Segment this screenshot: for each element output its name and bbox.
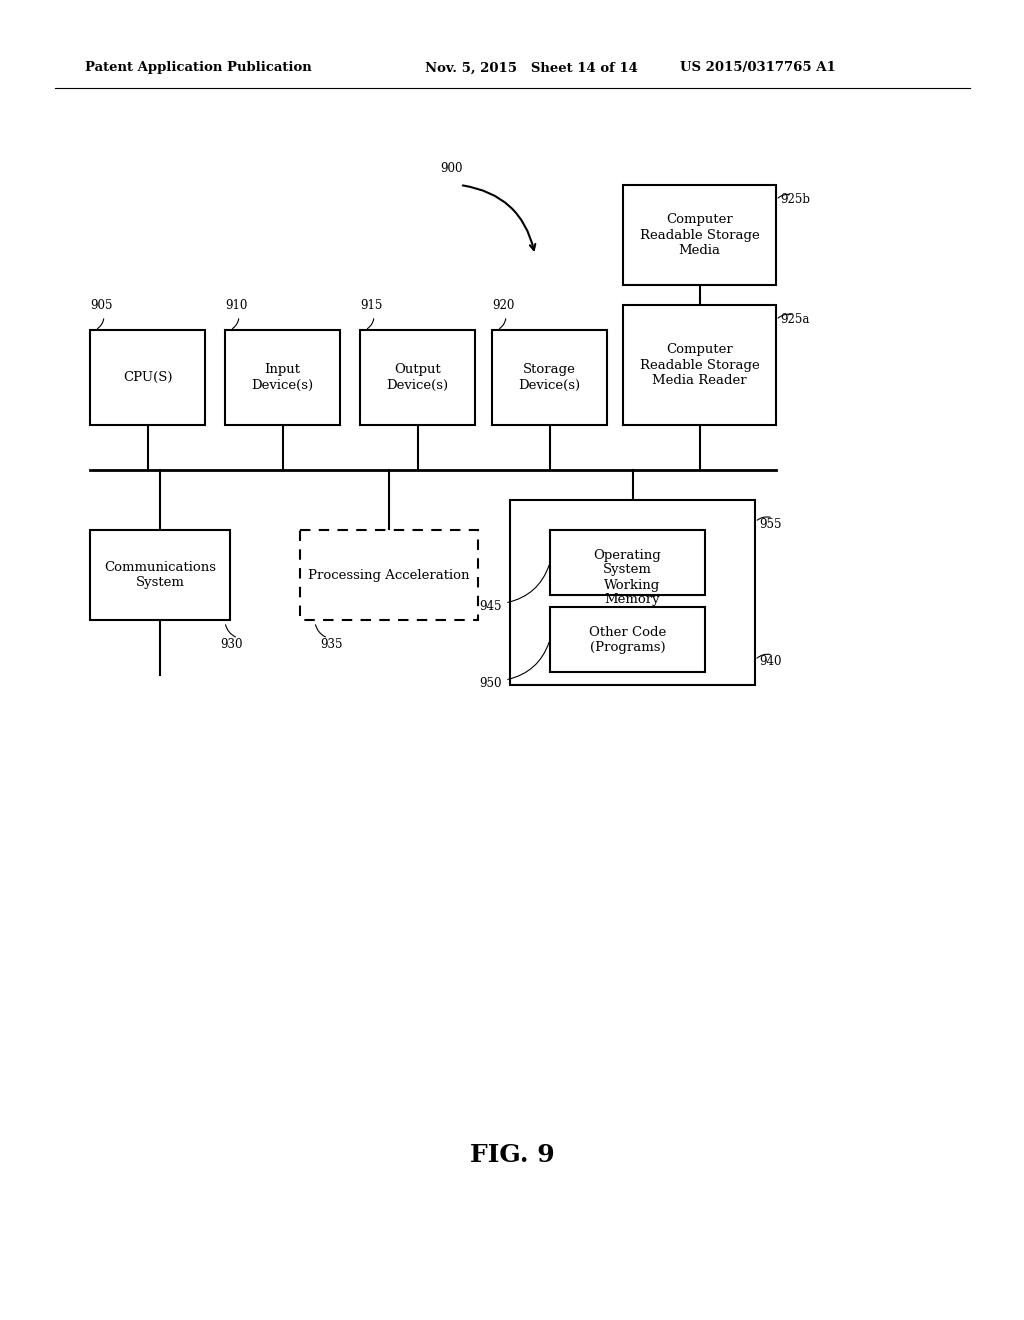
Bar xyxy=(360,330,475,425)
Bar xyxy=(492,330,607,425)
Text: 930: 930 xyxy=(220,638,243,651)
Text: Operating
System: Operating System xyxy=(594,549,662,577)
Text: Processing Acceleration: Processing Acceleration xyxy=(308,569,470,582)
Bar xyxy=(623,185,776,285)
Text: Patent Application Publication: Patent Application Publication xyxy=(85,62,311,74)
Text: Working
Memory: Working Memory xyxy=(604,578,660,606)
Text: 905: 905 xyxy=(90,300,113,312)
Text: Input
Device(s): Input Device(s) xyxy=(252,363,313,392)
Text: 920: 920 xyxy=(492,300,514,312)
Bar xyxy=(623,305,776,425)
Text: 940: 940 xyxy=(759,655,781,668)
Text: 900: 900 xyxy=(440,162,463,176)
Text: FIG. 9: FIG. 9 xyxy=(470,1143,554,1167)
Text: US 2015/0317765 A1: US 2015/0317765 A1 xyxy=(680,62,836,74)
Text: Computer
Readable Storage
Media: Computer Readable Storage Media xyxy=(640,214,760,256)
Text: CPU(S): CPU(S) xyxy=(123,371,172,384)
Bar xyxy=(225,330,340,425)
Text: Other Code
(Programs): Other Code (Programs) xyxy=(589,626,667,653)
Text: 950: 950 xyxy=(479,677,502,690)
Text: Storage
Device(s): Storage Device(s) xyxy=(518,363,581,392)
Bar xyxy=(550,531,705,595)
Bar xyxy=(90,330,205,425)
Bar xyxy=(510,500,755,685)
Text: 925a: 925a xyxy=(780,313,809,326)
Bar xyxy=(300,531,478,620)
Bar xyxy=(550,607,705,672)
Text: Output
Device(s): Output Device(s) xyxy=(386,363,449,392)
Text: 910: 910 xyxy=(225,300,248,312)
Text: Nov. 5, 2015   Sheet 14 of 14: Nov. 5, 2015 Sheet 14 of 14 xyxy=(425,62,638,74)
Bar xyxy=(90,531,230,620)
Text: 915: 915 xyxy=(360,300,382,312)
Text: Communications
System: Communications System xyxy=(104,561,216,589)
Text: 955: 955 xyxy=(759,517,781,531)
Text: 935: 935 xyxy=(319,638,342,651)
Text: 945: 945 xyxy=(479,601,502,612)
Text: Computer
Readable Storage
Media Reader: Computer Readable Storage Media Reader xyxy=(640,343,760,387)
Text: 925b: 925b xyxy=(780,193,810,206)
